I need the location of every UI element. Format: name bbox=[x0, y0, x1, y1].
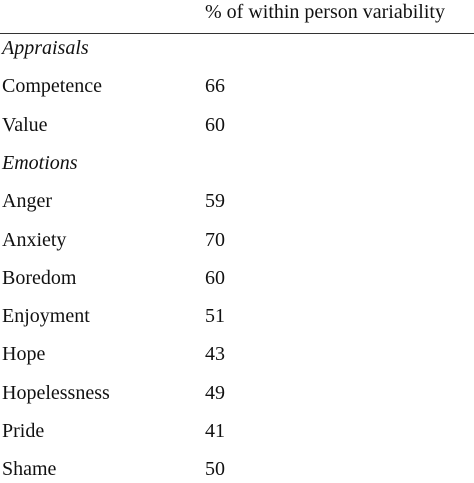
row-value: 50 bbox=[205, 458, 225, 481]
row-label: Pride bbox=[2, 420, 45, 442]
section-title: Emotions bbox=[2, 151, 78, 174]
row-label: Anger bbox=[2, 190, 52, 213]
row-value: 51 bbox=[205, 305, 225, 328]
row-value: 60 bbox=[205, 113, 225, 136]
row-label: Shame bbox=[2, 458, 57, 481]
section-title: Appraisals bbox=[2, 37, 89, 59]
row-label: Value bbox=[2, 113, 48, 136]
header-rule bbox=[0, 33, 474, 34]
row-value: 41 bbox=[205, 420, 225, 442]
row-value: 43 bbox=[205, 343, 225, 366]
row-label: Anxiety bbox=[2, 228, 67, 251]
row-value: 60 bbox=[205, 266, 225, 289]
row-label: Boredom bbox=[2, 266, 77, 289]
row-label: Enjoyment bbox=[2, 305, 90, 328]
row-label: Competence bbox=[2, 75, 102, 98]
row-value: 66 bbox=[205, 75, 225, 98]
row-value: 59 bbox=[205, 190, 225, 213]
row-label: Hopelessness bbox=[2, 381, 110, 404]
row-value: 70 bbox=[205, 228, 225, 251]
row-label: Hope bbox=[2, 343, 46, 366]
column-header: % of within person variability bbox=[205, 1, 445, 23]
row-value: 49 bbox=[205, 381, 225, 404]
